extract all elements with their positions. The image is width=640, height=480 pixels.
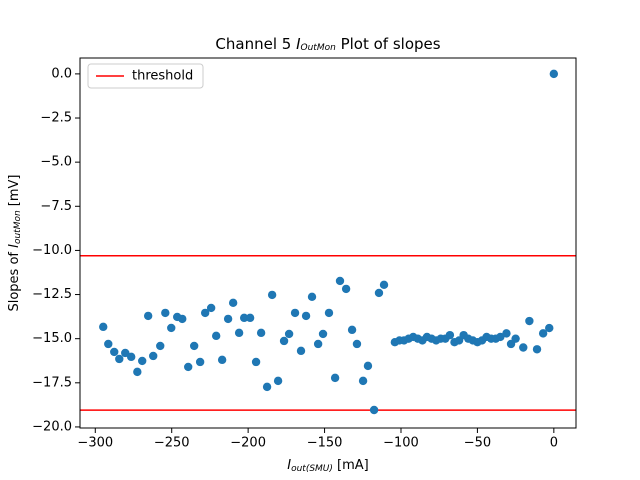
scatter-point	[545, 323, 554, 333]
scatter-point	[301, 311, 311, 321]
x-tick-label: −50	[464, 436, 491, 451]
scatter-point	[379, 280, 389, 290]
scatter-point	[341, 284, 351, 294]
scatter-point	[115, 354, 124, 364]
x-label-subscript: out(SMU)	[291, 464, 333, 474]
scatter-point	[133, 367, 142, 377]
y-tick-label: −17.5	[32, 375, 72, 390]
scatter-point	[296, 346, 306, 356]
title-text: Channel 5	[215, 35, 296, 53]
title-text: Plot of slopes	[336, 35, 441, 53]
y-tick-label: −20.0	[32, 419, 72, 434]
scatter-point	[318, 329, 328, 339]
scatter-point	[234, 328, 244, 338]
scatter-point	[184, 362, 193, 372]
chart-title: Channel 5 IOutMon Plot of slopes	[215, 35, 440, 53]
y-tick-label: −5.0	[40, 155, 72, 170]
x-tick-label: −150	[307, 436, 343, 451]
scatter-point	[262, 382, 272, 392]
scatter-point	[519, 343, 528, 352]
title-subscript: OutMon	[301, 43, 337, 53]
scatter-point	[200, 308, 210, 318]
scatter-point	[121, 348, 130, 358]
scatter-point	[358, 376, 368, 386]
scatter-point	[347, 325, 357, 335]
x-tick-label: 0	[550, 436, 558, 451]
plot-area	[80, 69, 576, 415]
scatter-point	[445, 330, 455, 340]
scatter-point	[502, 329, 511, 338]
scatter-point	[549, 69, 559, 79]
y-label-symbol: I	[7, 244, 22, 248]
scatter-point	[156, 341, 165, 351]
y-tick-label: −12.5	[32, 287, 72, 302]
scatter-point	[532, 345, 542, 354]
x-tick-label: −100	[383, 436, 419, 451]
scatter-point	[161, 308, 170, 318]
y-label-subscript: outMon	[13, 210, 23, 244]
scatter-point	[195, 357, 205, 367]
scatter-point	[369, 405, 379, 415]
title-symbol: I	[296, 35, 301, 53]
scatter-point	[525, 316, 534, 326]
scatter-point	[251, 357, 261, 367]
scatter-point	[143, 311, 153, 321]
x-tick-label: −300	[77, 436, 113, 451]
scatter-point	[279, 336, 289, 346]
scatter-point	[239, 313, 249, 323]
y-tick-label: −15.0	[32, 331, 72, 346]
scatter-point	[217, 355, 227, 365]
scatter-point	[290, 308, 300, 318]
y-tick-label: −7.5	[40, 199, 72, 214]
x-tick-label: −250	[154, 436, 190, 451]
scatter-point	[245, 313, 255, 323]
scatter-point	[330, 373, 340, 383]
scatter-point	[206, 303, 216, 313]
y-tick-label: 0.0	[51, 66, 72, 81]
scatter-point	[256, 328, 266, 338]
scatter-point	[363, 361, 373, 371]
scatter-point	[138, 356, 147, 366]
legend-label: threshold	[132, 69, 193, 84]
y-tick-label: −2.5	[40, 111, 72, 126]
y-tick-label: −10.0	[32, 243, 72, 258]
scatter-point	[267, 290, 277, 300]
scatter-point	[335, 276, 345, 286]
scatter-point	[374, 288, 384, 298]
scatter-point	[284, 329, 294, 339]
y-axis-label: Slopes of IoutMon [mV]	[7, 174, 23, 311]
scatter-point	[211, 331, 221, 341]
x-label-text: [mA]	[333, 458, 369, 473]
scatter-point	[189, 341, 199, 351]
scatter-point	[127, 352, 136, 362]
scatter-point	[104, 339, 113, 349]
y-label-text: Slopes of	[7, 248, 22, 312]
scatter-point	[178, 314, 187, 324]
x-label-symbol: I	[287, 458, 291, 473]
scatter-point	[273, 376, 283, 386]
scatter-point	[313, 339, 323, 349]
x-tick-label: −200	[230, 436, 266, 451]
axes-frame	[79, 57, 577, 429]
scatter-point	[167, 323, 176, 333]
scatter-point	[511, 334, 520, 343]
scatter-point	[149, 351, 158, 361]
scatter-point	[352, 339, 362, 349]
scatter-point	[99, 322, 108, 332]
x-axis-label: Iout(SMU) [mA]	[287, 458, 369, 474]
scatter-point	[110, 347, 119, 357]
legend-box	[87, 63, 204, 89]
scatter-point	[324, 308, 334, 318]
scatter-point	[223, 314, 233, 324]
scatter-point	[307, 292, 317, 302]
scatter-point	[496, 332, 505, 342]
scatter-point	[228, 298, 238, 308]
y-label-text: [mV]	[7, 174, 22, 210]
scatter-point	[538, 329, 548, 338]
